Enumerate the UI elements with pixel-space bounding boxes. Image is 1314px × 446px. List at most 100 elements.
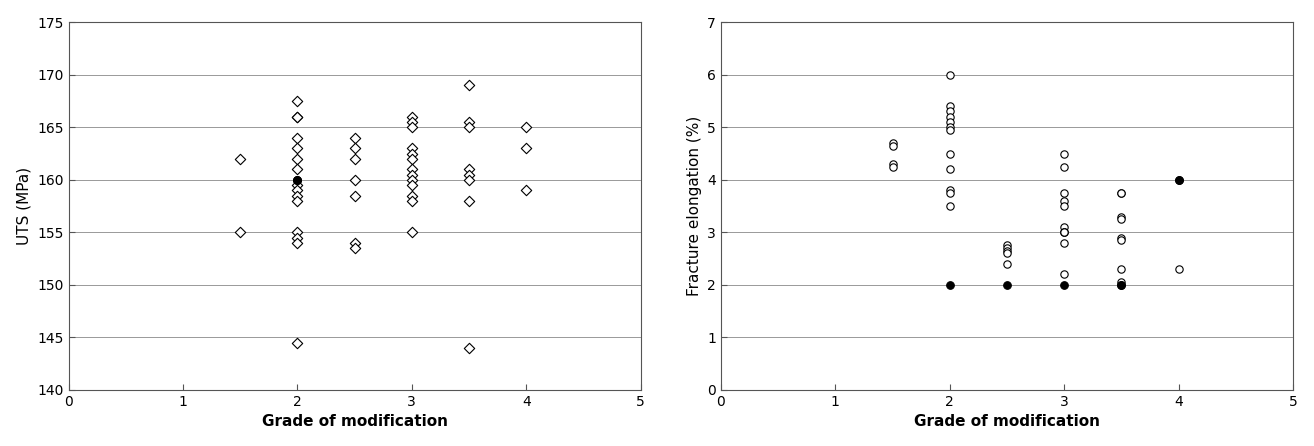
Point: [515, 187, 536, 194]
Point: [344, 192, 365, 199]
Point: [940, 103, 961, 110]
Point: [401, 197, 422, 204]
Point: [459, 197, 480, 204]
Point: [286, 229, 307, 236]
Point: [940, 187, 961, 194]
Point: [1110, 190, 1131, 197]
Point: [882, 163, 903, 170]
Point: [344, 244, 365, 252]
Point: [1054, 163, 1075, 170]
Point: [940, 166, 961, 173]
Point: [230, 155, 251, 162]
Point: [286, 155, 307, 162]
Point: [1110, 281, 1131, 289]
Point: [401, 182, 422, 189]
Point: [996, 260, 1017, 268]
Point: [401, 145, 422, 152]
Point: [882, 140, 903, 147]
Point: [1054, 239, 1075, 246]
Point: [1054, 229, 1075, 236]
Point: [940, 202, 961, 210]
Point: [401, 155, 422, 162]
Point: [940, 113, 961, 120]
Point: [401, 166, 422, 173]
Point: [882, 142, 903, 149]
Point: [940, 126, 961, 133]
Point: [401, 150, 422, 157]
Point: [1110, 213, 1131, 220]
Point: [286, 234, 307, 241]
X-axis label: Grade of modification: Grade of modification: [261, 414, 448, 429]
Point: [1110, 237, 1131, 244]
Point: [286, 192, 307, 199]
Point: [1110, 279, 1131, 286]
Y-axis label: UTS (MPa): UTS (MPa): [17, 167, 32, 245]
Point: [459, 344, 480, 351]
Point: [286, 113, 307, 120]
Point: [1168, 176, 1189, 183]
Point: [1054, 197, 1075, 204]
Point: [344, 176, 365, 183]
Point: [459, 166, 480, 173]
Point: [286, 182, 307, 189]
Point: [1054, 190, 1075, 197]
Point: [1110, 281, 1131, 289]
Point: [1110, 190, 1131, 197]
Point: [459, 119, 480, 126]
Point: [515, 124, 536, 131]
Point: [996, 281, 1017, 289]
Point: [996, 250, 1017, 257]
Point: [1168, 265, 1189, 273]
Point: [344, 134, 365, 141]
Point: [459, 82, 480, 89]
Point: [230, 229, 251, 236]
Point: [286, 145, 307, 152]
Point: [401, 124, 422, 131]
Point: [1054, 229, 1075, 236]
Point: [515, 145, 536, 152]
Point: [286, 197, 307, 204]
Point: [940, 190, 961, 197]
Y-axis label: Fracture elongation (%): Fracture elongation (%): [687, 116, 702, 296]
Point: [286, 187, 307, 194]
Point: [401, 229, 422, 236]
Point: [1110, 215, 1131, 223]
Point: [286, 239, 307, 246]
Point: [940, 119, 961, 126]
Point: [459, 171, 480, 178]
Point: [459, 124, 480, 131]
Point: [401, 192, 422, 199]
Point: [1054, 271, 1075, 278]
Point: [401, 113, 422, 120]
Point: [344, 239, 365, 246]
Point: [401, 176, 422, 183]
Point: [940, 124, 961, 131]
Point: [1110, 234, 1131, 241]
Point: [459, 176, 480, 183]
Point: [286, 134, 307, 141]
Point: [1110, 265, 1131, 273]
Point: [286, 113, 307, 120]
Point: [940, 150, 961, 157]
Point: [286, 176, 307, 183]
Point: [996, 242, 1017, 249]
Point: [1054, 223, 1075, 231]
Point: [401, 171, 422, 178]
Point: [344, 145, 365, 152]
Point: [286, 176, 307, 183]
Point: [882, 161, 903, 168]
Point: [286, 339, 307, 346]
Point: [1054, 229, 1075, 236]
Point: [996, 247, 1017, 254]
Point: [940, 108, 961, 115]
X-axis label: Grade of modification: Grade of modification: [915, 414, 1100, 429]
Point: [1168, 176, 1189, 183]
Point: [286, 166, 307, 173]
Point: [1054, 281, 1075, 289]
Point: [1054, 202, 1075, 210]
Point: [940, 71, 961, 78]
Point: [344, 155, 365, 162]
Point: [940, 281, 961, 289]
Point: [1054, 150, 1075, 157]
Point: [286, 176, 307, 183]
